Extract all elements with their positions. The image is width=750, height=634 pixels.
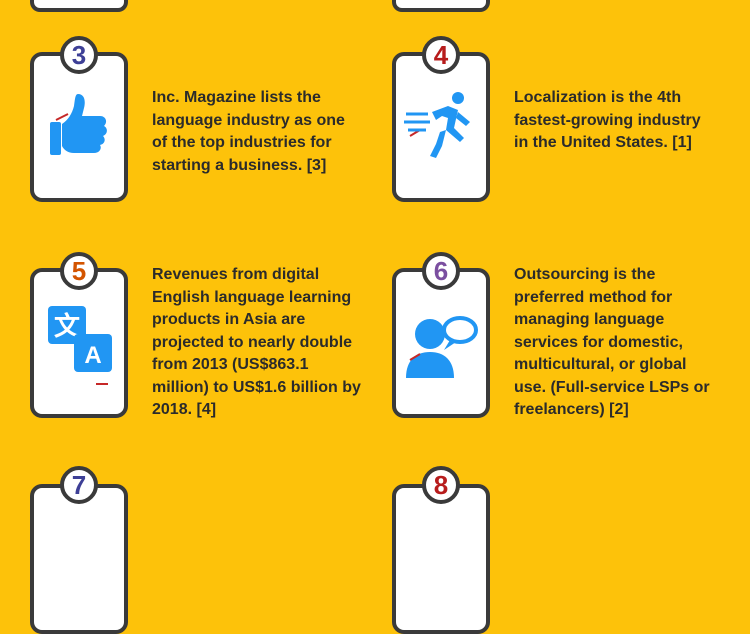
translate-icon: 文 A (48, 306, 112, 385)
fact-number-badge-7: 7 (60, 466, 98, 504)
fact-card-5: 文 A (30, 268, 128, 418)
translate-target-glyph: A (84, 342, 101, 369)
fact-number-badge-8: 8 (422, 466, 460, 504)
fact-card-7 (30, 484, 128, 634)
fact-number-7: 7 (71, 469, 87, 500)
card-stub-2 (392, 0, 490, 12)
fact-card-6 (392, 268, 490, 418)
fact-number-badge-4: 4 (422, 36, 460, 74)
card-stub-1 (30, 0, 128, 12)
fact-text-3: Inc. Magazine lists the language industr… (152, 89, 345, 174)
fact-card-8 (392, 484, 490, 634)
running-person-icon (404, 92, 470, 158)
fact-card-3 (30, 52, 128, 202)
fact-number-badge-3: 3 (60, 36, 98, 74)
fact-text-5: Revenues from digital English language l… (152, 266, 361, 418)
fact-number-3: 3 (71, 39, 87, 70)
fact-number-4: 4 (433, 39, 449, 70)
fact-text-6: Outsourcing is the preferred method for … (514, 266, 710, 418)
fact-number-6: 6 (433, 255, 449, 286)
fact-number-badge-6: 6 (422, 252, 460, 290)
thumbs-up-icon (50, 94, 107, 155)
fact-card-4 (392, 52, 490, 202)
fact-number-5: 5 (71, 255, 87, 286)
fact-text-4: Localization is the 4th fastest-growing … (514, 89, 701, 151)
fact-number-8: 8 (433, 469, 449, 500)
fact-number-badge-5: 5 (60, 252, 98, 290)
person-speech-bubble-icon (406, 316, 478, 378)
